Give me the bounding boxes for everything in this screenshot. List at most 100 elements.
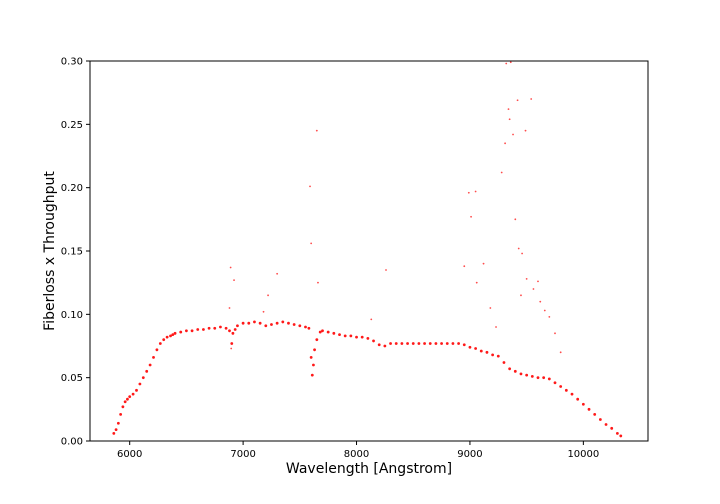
data-point — [485, 350, 489, 354]
data-point — [564, 388, 568, 392]
x-tick-label: 6000 — [117, 449, 142, 460]
data-point — [417, 342, 421, 345]
data-point — [326, 330, 330, 334]
data-point — [479, 349, 483, 353]
data-point — [258, 321, 262, 325]
y-tick-label: 0.30 — [61, 57, 83, 68]
data-point — [457, 342, 460, 345]
data-points — [112, 61, 623, 438]
data-point — [366, 337, 370, 340]
y-tick-label: 0.25 — [61, 120, 83, 131]
data-point — [514, 218, 517, 221]
data-point — [539, 300, 542, 303]
data-point — [135, 388, 138, 392]
data-point — [495, 326, 497, 328]
data-point — [505, 62, 508, 65]
data-point — [517, 247, 520, 250]
data-point — [470, 215, 472, 218]
data-point — [307, 326, 311, 330]
data-point — [530, 98, 533, 100]
data-point — [520, 294, 522, 297]
data-point — [349, 334, 353, 338]
data-point — [509, 61, 512, 64]
data-point — [521, 252, 524, 255]
data-point — [313, 348, 316, 352]
data-point — [332, 331, 336, 335]
data-point — [434, 342, 438, 345]
data-point — [228, 329, 231, 333]
data-point — [213, 326, 217, 330]
data-point — [547, 377, 551, 381]
data-point — [185, 329, 188, 333]
data-point — [593, 413, 597, 416]
data-point — [482, 262, 485, 265]
data-point — [553, 381, 557, 385]
data-point — [270, 323, 273, 326]
data-point — [276, 272, 279, 275]
y-tick-label: 0.00 — [61, 437, 83, 448]
data-point — [241, 321, 245, 325]
data-point — [428, 342, 432, 345]
data-point — [463, 265, 466, 268]
data-point — [581, 402, 585, 406]
data-point — [141, 376, 145, 380]
data-point — [525, 277, 528, 280]
data-point — [114, 428, 118, 431]
data-point — [228, 307, 231, 309]
data-point — [229, 266, 232, 269]
data-point — [128, 395, 132, 399]
data-point — [500, 171, 503, 174]
data-point — [615, 432, 619, 435]
data-point — [152, 356, 155, 359]
data-point — [610, 426, 614, 430]
data-point — [489, 307, 492, 309]
data-point — [604, 423, 608, 426]
data-point — [233, 328, 237, 331]
data-point — [315, 129, 318, 132]
data-point — [310, 242, 313, 245]
data-point — [162, 338, 166, 342]
x-axis-ticks: 6000 7000 8000 9000 10000 — [117, 441, 599, 460]
data-point — [190, 329, 194, 333]
data-point — [559, 385, 563, 388]
x-tick-label: 8000 — [344, 449, 369, 460]
data-point — [292, 323, 296, 326]
data-point — [411, 342, 415, 345]
data-point — [475, 281, 478, 284]
data-point — [309, 185, 311, 188]
data-point — [536, 376, 540, 380]
data-point — [512, 133, 514, 136]
data-point — [502, 361, 506, 364]
data-point — [230, 342, 234, 345]
data-point — [131, 392, 135, 396]
data-point — [116, 421, 120, 425]
data-point — [304, 325, 307, 329]
data-point — [532, 288, 535, 290]
data-point — [587, 407, 591, 411]
data-point — [202, 328, 205, 331]
data-point — [372, 339, 375, 343]
data-point — [112, 432, 116, 435]
data-point — [262, 310, 265, 313]
data-point — [233, 279, 235, 282]
data-point — [126, 397, 129, 401]
data-point — [119, 413, 123, 416]
data-point — [179, 330, 183, 334]
data-point — [343, 334, 347, 338]
data-point — [231, 331, 235, 335]
data-point — [287, 321, 290, 325]
data-point — [173, 331, 177, 335]
data-point — [385, 269, 387, 271]
data-point — [504, 142, 506, 145]
data-point — [394, 342, 398, 345]
data-point — [196, 328, 200, 331]
data-point — [513, 369, 517, 373]
data-point — [554, 332, 556, 335]
y-axis-ticks: 0.00 0.05 0.10 0.15 0.20 0.25 0.30 — [61, 57, 90, 448]
data-point — [165, 335, 169, 339]
data-point — [462, 343, 466, 347]
data-point — [148, 363, 152, 367]
data-point — [383, 344, 387, 348]
data-point — [355, 335, 358, 339]
